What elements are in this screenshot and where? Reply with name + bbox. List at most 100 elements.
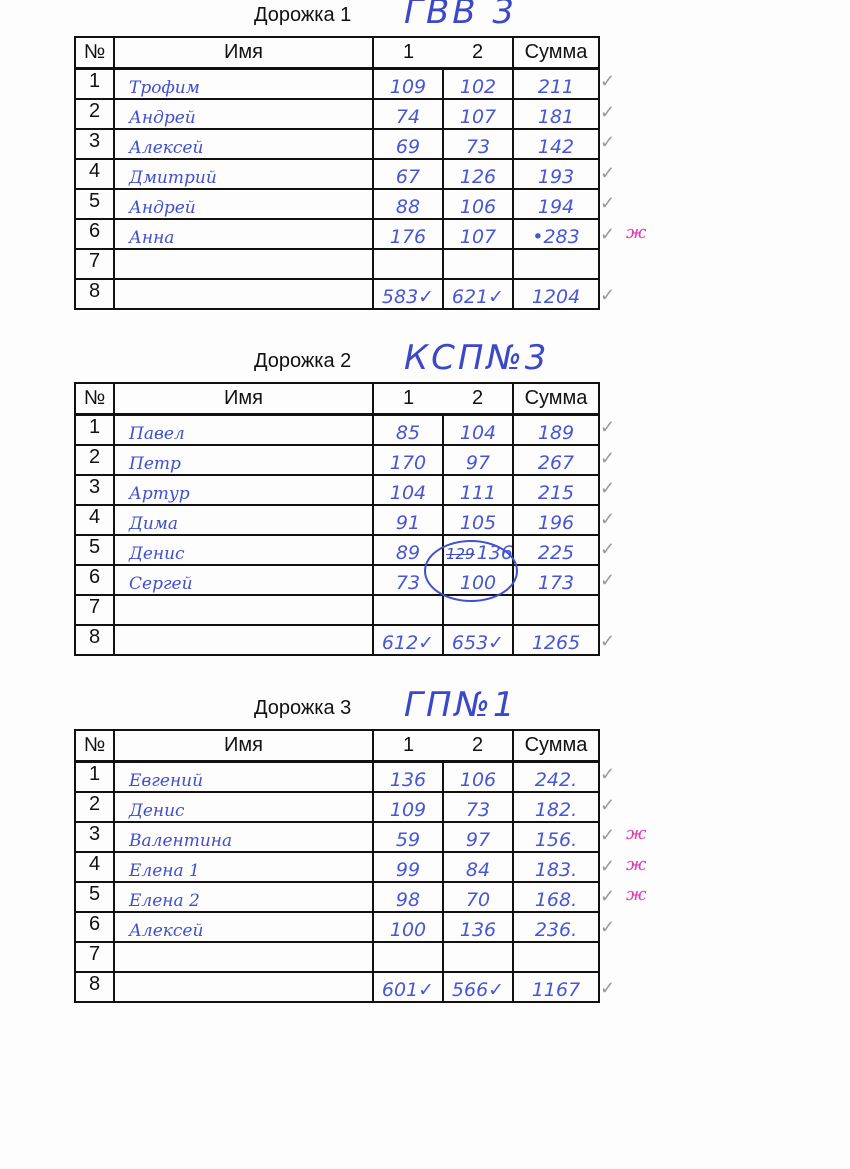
total-score: 173 bbox=[512, 564, 600, 596]
header-round-2: 2 bbox=[443, 729, 514, 763]
participant-name bbox=[113, 594, 374, 626]
header-sum: Сумма bbox=[512, 36, 600, 70]
table-row: 8 612✓ 653✓ 1265 bbox=[74, 624, 600, 656]
total-score: 242. bbox=[512, 760, 600, 793]
table-row: 2 Петр 170 97 267 bbox=[74, 444, 600, 476]
gender-note: ж bbox=[626, 853, 647, 875]
team-name-handwritten: КСП№3 bbox=[404, 338, 550, 378]
total-score bbox=[512, 941, 600, 973]
check-mark-icon: ✓ bbox=[600, 132, 616, 152]
total-score: 189 bbox=[512, 413, 600, 446]
participant-name bbox=[113, 941, 374, 973]
row-number: 3 bbox=[74, 474, 115, 506]
round-2-score: 136 bbox=[442, 911, 514, 943]
header-num: № bbox=[74, 729, 115, 763]
check-mark-icon: ✓ bbox=[600, 977, 616, 998]
round-2-score bbox=[442, 248, 514, 280]
table-row: 7 bbox=[74, 941, 600, 973]
round-1-score: 69 bbox=[372, 128, 444, 160]
header-name: Имя bbox=[113, 729, 374, 763]
round-2-value: 653✓ bbox=[451, 632, 505, 654]
score-table: № Имя 1 2 Сумма 1 Трофим 109 102 211 2 А… bbox=[74, 36, 600, 310]
round-2-score: 566✓ bbox=[442, 971, 514, 1003]
round-2-score: 105 bbox=[442, 504, 514, 536]
round-1-score bbox=[372, 941, 444, 973]
round-2-score: 111 bbox=[442, 474, 514, 506]
gender-note: ж bbox=[626, 221, 647, 243]
total-score: 267 bbox=[512, 444, 600, 476]
team-name-handwritten: ГВВ 3 bbox=[404, 0, 518, 32]
participant-name bbox=[113, 971, 374, 1003]
check-mark-icon: ✓ bbox=[600, 101, 616, 122]
round-2-value: 104 bbox=[459, 422, 497, 444]
round-1-score: 176 bbox=[372, 218, 444, 250]
total-score: 225 bbox=[512, 534, 600, 566]
total-score: 181 bbox=[512, 98, 600, 130]
correction-circle bbox=[424, 540, 518, 602]
row-number: 4 bbox=[74, 851, 115, 883]
round-2-value: 106 bbox=[459, 196, 497, 218]
round-2-value: 73 bbox=[465, 136, 491, 158]
total-score: 156. bbox=[512, 821, 600, 853]
check-mark-icon: ✓ bbox=[600, 916, 616, 937]
header-num: № bbox=[74, 382, 115, 416]
participant-name: Денис bbox=[113, 791, 374, 823]
gender-note: ж bbox=[626, 884, 647, 905]
round-1-score: 98 bbox=[372, 881, 444, 913]
table-row: 2 Денис 109 73 182. bbox=[74, 791, 600, 823]
round-1-score bbox=[372, 248, 444, 280]
row-number: 7 bbox=[74, 248, 115, 280]
row-number: 3 bbox=[74, 128, 115, 160]
round-1-score: 67 bbox=[372, 158, 444, 190]
check-mark-icon: ✓ bbox=[600, 539, 616, 559]
check-mark-icon: ✓ bbox=[600, 223, 616, 244]
participant-name: Андрей bbox=[113, 98, 374, 130]
round-2-score: 621✓ bbox=[442, 278, 514, 310]
participant-name: Елена 1 bbox=[113, 851, 374, 883]
table-row: 8 601✓ 566✓ 1167 bbox=[74, 971, 600, 1003]
round-2-score: 107 bbox=[442, 98, 514, 130]
total-score: 194 bbox=[512, 188, 600, 220]
check-mark-icon: ✓ bbox=[600, 569, 616, 590]
participant-name: Петр bbox=[113, 444, 374, 476]
row-number: 2 bbox=[74, 98, 115, 130]
table-row: 6 Сергей 73 100 173 bbox=[74, 564, 600, 596]
round-2-value: 97 bbox=[465, 829, 491, 851]
header-round-2: 2 bbox=[443, 382, 514, 416]
round-2-score: 106 bbox=[442, 188, 514, 220]
round-2-score: 104 bbox=[442, 413, 514, 446]
header-sum: Сумма bbox=[512, 382, 600, 416]
participant-name: Алексей bbox=[113, 911, 374, 943]
row-number: 4 bbox=[74, 158, 115, 190]
row-number: 7 bbox=[74, 594, 115, 626]
header-round-1: 1 bbox=[372, 36, 443, 70]
participant-name: Трофим bbox=[113, 67, 374, 100]
participant-name: Павел bbox=[113, 413, 374, 446]
total-score: 1167 bbox=[512, 971, 600, 1003]
row-number: 4 bbox=[74, 504, 115, 536]
table-row: 5 Елена 2 98 70 168. bbox=[74, 881, 600, 913]
table-row: 2 Андрей 74 107 181 bbox=[74, 98, 600, 130]
table-row: 3 Артур 104 111 215 bbox=[74, 474, 600, 506]
row-number: 7 bbox=[74, 941, 115, 973]
total-score: •283 bbox=[512, 218, 600, 250]
participant-name: Елена 2 bbox=[113, 881, 374, 913]
row-number: 1 bbox=[74, 760, 115, 793]
row-number: 6 bbox=[74, 564, 115, 596]
round-2-value: 106 bbox=[459, 769, 497, 791]
total-score: 193 bbox=[512, 158, 600, 190]
score-table: № Имя 1 2 Сумма 1 Павел 85 104 189 2 Пет… bbox=[74, 382, 600, 656]
round-2-value: 136 bbox=[459, 919, 497, 941]
header-round-2: 2 bbox=[443, 36, 514, 70]
row-number: 1 bbox=[74, 413, 115, 446]
participant-name: Денис bbox=[113, 534, 374, 566]
round-1-score: 104 bbox=[372, 474, 444, 506]
participant-name: Дима bbox=[113, 504, 374, 536]
round-1-score: 109 bbox=[372, 791, 444, 823]
table-row: 3 Валентина 59 97 156. bbox=[74, 821, 600, 853]
header-round-1: 1 bbox=[372, 729, 443, 763]
table-row: 4 Дима 91 105 196 bbox=[74, 504, 600, 536]
total-score bbox=[512, 248, 600, 280]
round-1-score: 99 bbox=[372, 851, 444, 883]
participant-name: Анна bbox=[113, 218, 374, 250]
